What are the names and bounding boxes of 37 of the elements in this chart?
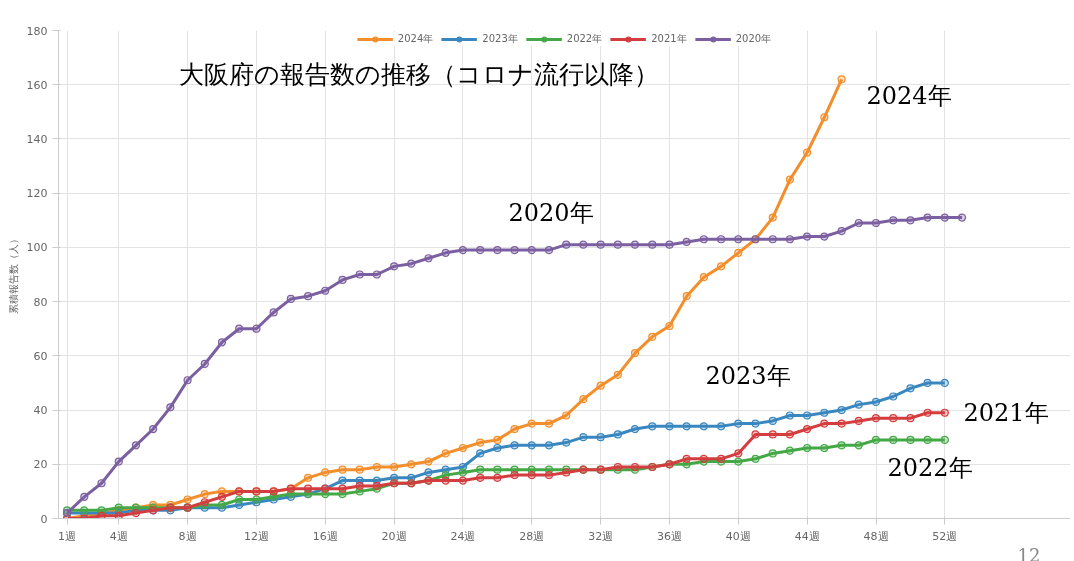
x-tick-label: 52週 <box>932 529 958 543</box>
y-axis-title: 累積報告数（人） <box>7 234 19 315</box>
annotation: 2023年 <box>705 361 791 390</box>
x-tick-label: 1週 <box>58 529 77 543</box>
text: 大阪府の報告数の推移（コロナ流行以降） <box>178 59 659 89</box>
annotation: 2024年 <box>866 81 952 110</box>
y-tick-label: 60 <box>33 349 48 363</box>
y-tick-label: 180 <box>26 24 48 38</box>
x-tick-label: 36週 <box>656 529 682 543</box>
x-tick-label: 12週 <box>243 529 269 543</box>
x-tick-label: 20週 <box>381 529 407 543</box>
annotation: 2021年 <box>963 398 1049 427</box>
x-tick-label: 16週 <box>312 529 338 543</box>
x-tick-label: 40週 <box>725 529 751 543</box>
x-tick-label: 32週 <box>588 529 614 543</box>
x-tick-label: 24週 <box>450 529 476 543</box>
y-tick-label: 0 <box>40 512 48 526</box>
legend-label: 2020年 <box>735 32 772 46</box>
annotation: 2022年 <box>887 453 973 482</box>
y-tick-label: 120 <box>26 187 48 201</box>
legend-label: 2023年 <box>482 32 518 46</box>
x-tick-label: 28週 <box>519 529 545 543</box>
legend-label: 2021年 <box>651 32 687 46</box>
y-tick-label: 20 <box>33 458 48 472</box>
y-tick-label: 100 <box>26 241 48 255</box>
y-tick-label: 140 <box>26 132 48 146</box>
y-tick-label: 160 <box>26 78 48 92</box>
x-tick-label: 48週 <box>863 529 889 543</box>
x-tick-label: 4週 <box>109 529 128 543</box>
annotation: 2020年 <box>508 198 594 227</box>
y-tick-label: 40 <box>33 404 48 418</box>
y-tick-label: 80 <box>33 295 48 309</box>
text: 12 <box>1017 544 1041 561</box>
x-tick-label: 44週 <box>794 529 820 543</box>
x-tick-label: 8週 <box>178 529 197 543</box>
legend-label: 2022年 <box>566 32 603 46</box>
legend-label: 2024年 <box>397 32 434 46</box>
